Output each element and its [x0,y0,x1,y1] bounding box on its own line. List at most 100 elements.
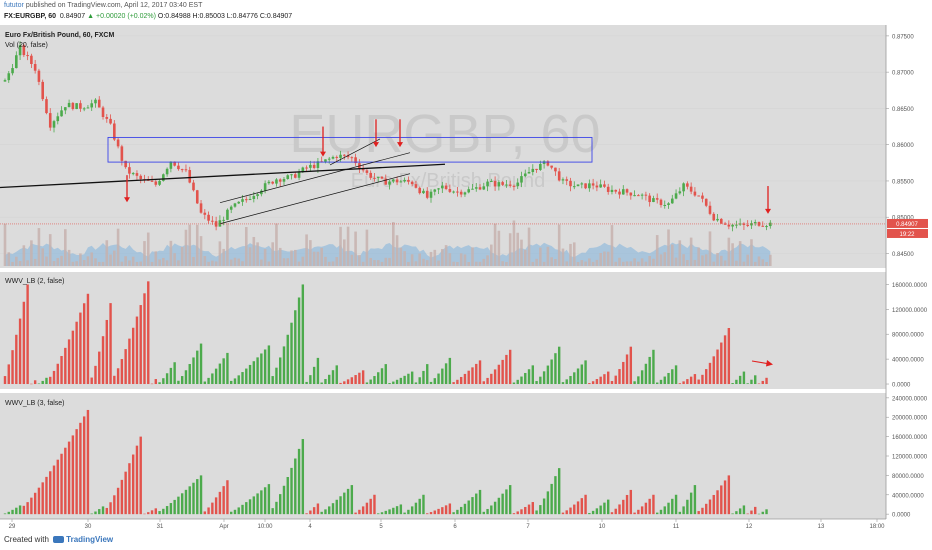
wwv3-axis-tick-label: 0.0000 [892,513,911,519]
candle-body [422,190,425,194]
wwv-bar [203,381,207,385]
wwv-bar [233,509,237,515]
wwv-bar [501,359,504,385]
volume-bar [716,253,719,266]
volume-bar [282,258,286,266]
wwv-bar [290,322,293,385]
volume-bar [128,260,131,266]
wwv-bar [659,509,663,515]
wwv-bar [154,508,157,515]
volume-bar [399,247,403,266]
volume-bar [33,258,37,266]
volume-bar [97,261,101,266]
countdown-value: 19:22 [899,232,915,238]
tradingview-brand[interactable]: TradingView [66,535,114,544]
candle-body [260,190,263,195]
volume-bar [689,237,693,266]
volume-bar [425,260,429,266]
candle-body [554,167,557,172]
volume-bar [765,262,768,266]
wwv-bar [603,374,606,385]
author-link[interactable]: fututor [4,2,24,9]
wwv-bar [128,338,131,385]
volume-bar [697,247,700,266]
wwv-bar [731,383,734,385]
volume-bar [478,261,482,266]
wwv-bar [271,508,274,515]
candle-body [765,226,768,228]
down-arrow-head [320,151,326,157]
wwv-bar [478,489,482,515]
wwv-bar [101,336,105,385]
volume-bar [667,229,670,266]
wwv-bar [275,501,278,515]
wwv-bar [640,370,644,385]
wwv-bar [162,508,165,515]
volume-bar [437,260,440,266]
candle-body [701,195,704,199]
wwv-bar [448,503,452,515]
volume-bar [380,261,384,266]
price-axis-tick-label: 0.85000 [892,216,914,222]
wwv-bar [147,512,150,515]
wwv-bar [399,504,403,515]
wwv-bar [7,364,10,385]
wwv-bar [463,373,467,385]
wwv-bar [45,476,48,515]
wwv-bar [128,463,131,515]
candle-body [716,218,719,221]
wwv-bar [90,377,93,385]
wwv-bar [237,375,240,385]
wwv-bar [546,491,550,515]
volume-bar [501,261,504,266]
symbol-name: FX:EURGBP, 60 [4,13,56,20]
wwv-bar [82,416,86,515]
volume-bar [226,223,229,266]
wwv-bar [131,327,135,385]
wwv-bar [584,360,587,385]
volume-bar [26,260,29,266]
candle-body [150,180,154,182]
volume-bar [535,258,538,266]
wwv-bar [580,364,584,385]
wwv-bar [497,497,501,515]
wwv-bar [542,371,546,385]
candle-body [162,174,165,181]
wwv-bar [686,499,689,515]
candle-body [195,190,199,204]
wwv-bar [727,328,731,385]
volume-bar [588,258,591,266]
symbol-line: FX:EURGBP, 60 0.84907 ▲ +0.00020 (+0.02%… [4,13,292,20]
candle-body [94,99,97,104]
wwv-bar [180,376,184,385]
wwv-bar [373,376,376,385]
volume-bar [143,241,146,266]
right-arrow-head [766,360,773,367]
chart-canvas[interactable]: EURGBP, 60 Euro Fx/British Pound 0.87500… [0,25,932,531]
wwv-bar [56,459,59,515]
wwv-bar [750,510,753,515]
volume-bar [260,259,263,266]
volume-bar [429,251,433,266]
price-axis-tick-label: 0.86000 [892,143,914,149]
wwv-bar [369,498,372,515]
wwv-bar [165,373,169,385]
wwv-bar [154,379,157,385]
candle-body [659,199,663,206]
wwv-bar [399,377,403,385]
wwv-bar [86,409,90,515]
candle-body [131,173,135,175]
wwv-bar [94,365,97,385]
candle-body [505,184,508,186]
candle-body [512,185,516,187]
wwv-bar [712,494,715,515]
wwv-bar [459,376,463,385]
wwv-bar [576,501,580,515]
candle-body [459,191,463,195]
wwv-bar [505,354,508,385]
wwv-bar [343,492,346,515]
volume-bar [512,220,516,266]
candle-body [22,45,26,56]
wwv-bar [11,350,14,385]
candle-body [301,167,305,173]
